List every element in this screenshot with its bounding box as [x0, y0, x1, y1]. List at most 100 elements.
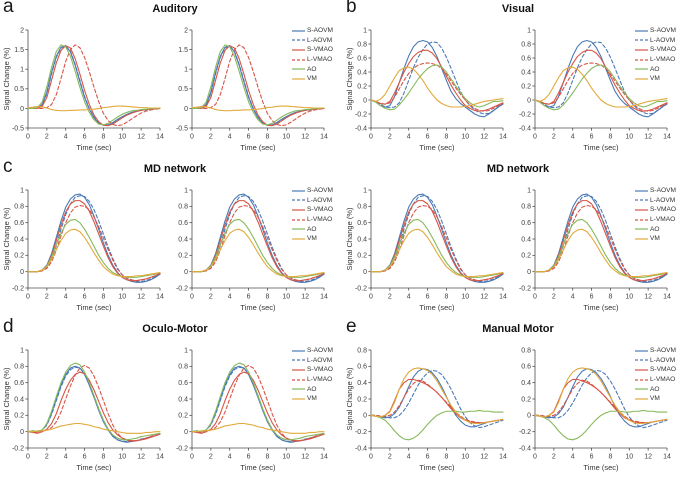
- x-tick-label: 14: [663, 454, 671, 461]
- legend-entry-s-vmao: S-VMAO: [635, 45, 685, 55]
- x-tick-label: 14: [156, 454, 164, 461]
- x-tick-label: 8: [265, 134, 269, 141]
- legend-label: S-VMAO: [307, 206, 334, 214]
- y-tick-label: 0.6: [521, 220, 531, 227]
- legend: S-AOVM L-AOVM S-VMAO L-VMAO AO VM: [292, 26, 342, 84]
- legend-label: S-VMAO: [307, 366, 334, 374]
- series-line-vm: [534, 228, 668, 278]
- legend-entry-l-aovm: L-AOVM: [292, 196, 342, 206]
- x-tick-label: 10: [461, 134, 469, 141]
- x-tick-label: 0: [369, 294, 373, 301]
- x-tick-label: 8: [101, 294, 105, 301]
- series-line-ao: [534, 409, 668, 441]
- legend-label: VM: [650, 75, 660, 83]
- series-line-s-aovm: [370, 193, 504, 283]
- series-line-vm: [370, 367, 504, 425]
- y-tick-label: 0.6: [357, 55, 367, 62]
- legend-label: L-VMAO: [650, 376, 676, 384]
- x-tick-label: 4: [64, 454, 68, 461]
- y-tick-label: 0.4: [14, 396, 24, 403]
- x-tick-label: 12: [137, 454, 145, 461]
- x-tick-label: 8: [608, 134, 612, 141]
- legend: S-AOVM L-AOVM S-VMAO L-VMAO AO VM: [635, 346, 685, 404]
- series-line-vm: [191, 105, 325, 112]
- y-tick-label: 1: [363, 27, 367, 34]
- legend-label: AO: [307, 65, 317, 73]
- y-tick-label: 0: [184, 269, 188, 276]
- x-tick-label: 6: [590, 134, 594, 141]
- legend-label: VM: [650, 235, 660, 243]
- series-line-s-aovm: [370, 368, 504, 428]
- legend-entry-vm: VM: [635, 394, 685, 404]
- subplot-manual-motor-left: 0 2 4 6 8 10 12 14 -0.4 -0.2 0 0.2 0.4 0.6 0.8 Time (se…: [345, 347, 507, 472]
- x-tick-label: 8: [444, 294, 448, 301]
- y-axis-label: Signal Change (%): [345, 367, 354, 430]
- y-tick-label: 0.6: [178, 220, 188, 227]
- legend-label: S-AOVM: [307, 187, 334, 195]
- x-axis-label: Time (sec): [419, 303, 455, 312]
- series-line-vm: [27, 228, 161, 278]
- legend-entry-l-aovm: L-AOVM: [292, 36, 342, 46]
- legend-line-icon: [635, 78, 648, 80]
- legend-line-icon: [635, 58, 648, 61]
- series-line-s-aovm: [27, 193, 161, 283]
- legend-line-icon: [635, 68, 648, 70]
- legend-entry-s-aovm: S-AOVM: [635, 346, 685, 356]
- y-tick-label: 0.8: [521, 347, 531, 354]
- x-tick-label: 10: [118, 454, 126, 461]
- x-axis-label: Time (sec): [240, 463, 276, 472]
- legend-line-icon: [635, 218, 648, 221]
- legend-line-icon: [635, 388, 648, 390]
- x-tick-label: 0: [533, 454, 537, 461]
- x-tick-label: 4: [571, 454, 575, 461]
- x-tick-label: 6: [247, 134, 251, 141]
- plots-md-network-right: 0 2 4 6 8 10 12 14 -0.2 0 0.2 0.4 0.6 0.8 1 Time (sec) S…: [343, 180, 685, 319]
- subplot-visual-left: 0 2 4 6 8 10 12 14 -0.4 -0.2 0 0.2 0.4 0.6 0.8 1 Time (s…: [345, 27, 507, 152]
- y-tick-label: 0.8: [357, 41, 367, 48]
- y-tick-label: 0.6: [357, 220, 367, 227]
- y-tick-label: -0.5: [12, 125, 24, 132]
- x-tick-label: 2: [388, 454, 392, 461]
- x-tick-label: 12: [644, 134, 652, 141]
- y-tick-label: 1.5: [178, 47, 188, 54]
- legend-entry-l-aovm: L-AOVM: [635, 36, 685, 46]
- y-tick-label: 0: [20, 106, 24, 113]
- x-tick-label: 2: [45, 134, 49, 141]
- x-tick-label: 0: [190, 294, 194, 301]
- series-line-vm: [27, 105, 161, 112]
- series-line-l-vmao: [27, 364, 161, 443]
- y-tick-label: -0.2: [176, 445, 188, 452]
- legend-label: VM: [650, 395, 660, 403]
- y-tick-label: 0: [184, 106, 188, 113]
- y-tick-label: 0.4: [14, 236, 24, 243]
- panel-title-manual-motor: Manual Motor: [482, 323, 554, 335]
- y-tick-label: -0.4: [519, 125, 531, 132]
- legend-line-icon: [635, 199, 648, 201]
- y-tick-label: -0.5: [176, 125, 188, 132]
- series-line-vm: [534, 66, 668, 108]
- legend-line-icon: [635, 359, 648, 361]
- legend-entry-ao: AO: [292, 384, 342, 394]
- x-tick-label: 2: [45, 294, 49, 301]
- y-tick-label: 0.8: [357, 347, 367, 354]
- legend-label: S-VMAO: [650, 206, 677, 214]
- x-tick-label: 2: [388, 294, 392, 301]
- x-tick-label: 4: [228, 294, 232, 301]
- legend-entry-l-vmao: L-VMAO: [635, 55, 685, 65]
- x-tick-label: 6: [247, 294, 251, 301]
- x-tick-label: 10: [282, 294, 290, 301]
- panel-letter-d: d: [3, 316, 14, 337]
- legend-entry-vm: VM: [635, 234, 685, 244]
- y-axis-label: Signal Change (%): [2, 47, 11, 110]
- x-tick-label: 10: [625, 454, 633, 461]
- y-tick-label: -0.2: [176, 285, 188, 292]
- x-tick-label: 0: [190, 454, 194, 461]
- series-line-ao: [27, 218, 161, 278]
- series-line-ao: [534, 218, 668, 278]
- y-tick-label: 0.2: [178, 253, 188, 260]
- y-tick-label: 0.4: [357, 380, 367, 387]
- legend-entry-l-vmao: L-VMAO: [635, 215, 685, 225]
- panel-title-visual: Visual: [501, 3, 535, 15]
- y-tick-label: 0.4: [521, 69, 531, 76]
